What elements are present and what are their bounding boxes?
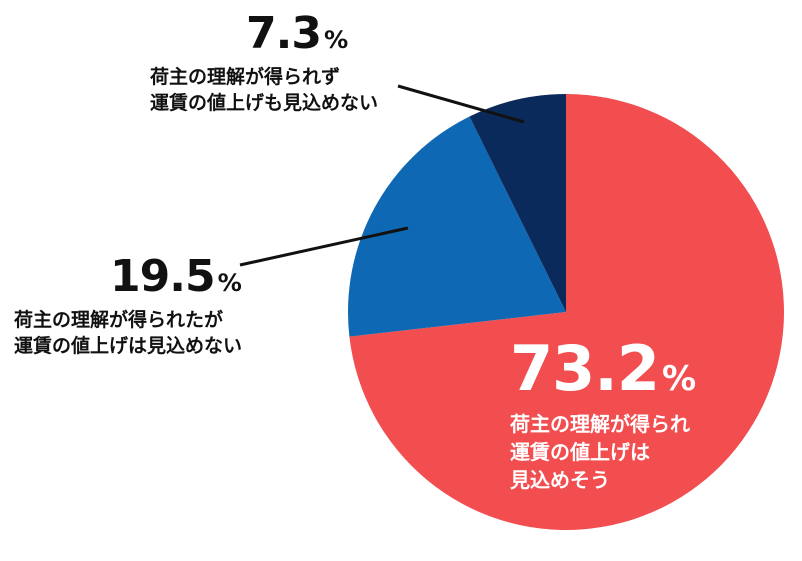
leader-lines <box>239 84 525 267</box>
pie-slices <box>348 94 784 530</box>
pie-slice-1 <box>348 116 566 337</box>
pie-slice-2 <box>469 94 566 312</box>
slice-desc-2: 荷主の理解が得られず 運賃の値上げも見込めない <box>150 66 379 114</box>
slice-value-2: 7.3% <box>246 8 348 59</box>
slice-desc-1: 荷主の理解が得られたが 運賃の値上げは見込めない <box>14 309 243 357</box>
leader-line-2 <box>397 84 525 124</box>
slice-label-0: 73.2% 荷主の理解が得られ 運賃の値上げは 見込めそう <box>510 332 696 494</box>
pie-slice-0 <box>349 94 784 530</box>
slice-label-1: 19.5% 荷主の理解が得られたが 運賃の値上げは見込めない <box>14 255 242 359</box>
leader-line-1 <box>239 226 409 267</box>
slice-value-1: 19.5% <box>110 251 242 302</box>
slice-value-0: 73.2% <box>510 332 696 405</box>
slice-desc-0: 荷主の理解が得られ 運賃の値上げは 見込めそう <box>510 412 690 492</box>
slice-label-2: 7.3% 荷主の理解が得られず 運賃の値上げも見込めない <box>150 12 378 116</box>
